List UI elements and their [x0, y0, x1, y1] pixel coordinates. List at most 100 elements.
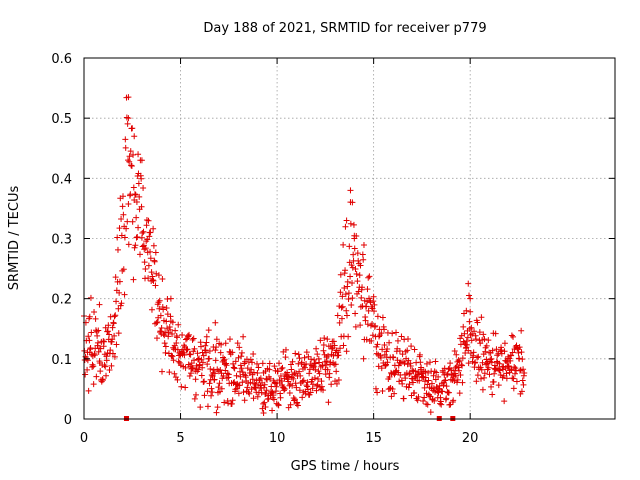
data-point: [405, 384, 412, 391]
data-point: [143, 216, 150, 223]
data-point: [402, 375, 409, 382]
data-point: [82, 371, 89, 378]
data-point: [106, 367, 113, 374]
data-point: [409, 367, 416, 374]
data-point: [339, 303, 346, 310]
data-point: [187, 351, 194, 358]
data-point: [492, 366, 499, 373]
data-point: [85, 387, 92, 394]
data-point: [225, 371, 232, 378]
data-point: [338, 304, 345, 311]
data-point: [416, 377, 423, 384]
data-point: [289, 382, 296, 389]
data-point: [90, 363, 97, 370]
data-point: [213, 344, 220, 351]
data-point: [101, 338, 108, 345]
data-point: [343, 312, 350, 319]
data-point: [263, 387, 270, 394]
data-point: [350, 251, 357, 258]
data-point: [162, 343, 169, 350]
data-point: [342, 291, 349, 298]
data-point: [210, 366, 217, 373]
data-point: [348, 262, 355, 269]
data-point: [143, 222, 150, 229]
data-point: [398, 333, 405, 340]
data-point: [208, 392, 215, 399]
data-point: [325, 352, 332, 359]
data-point: [190, 335, 197, 342]
data-point: [339, 293, 346, 300]
data-point: [91, 352, 98, 359]
data-point: [381, 326, 388, 333]
data-point: [179, 332, 186, 339]
data-point: [294, 402, 301, 409]
data-point: [103, 372, 110, 379]
data-point: [352, 310, 359, 317]
data-point: [212, 357, 219, 364]
data-point: [222, 340, 229, 347]
data-point: [513, 342, 520, 349]
data-point: [327, 359, 334, 366]
data-point: [328, 381, 335, 388]
data-point: [133, 198, 140, 205]
data-point: [261, 381, 268, 388]
data-point: [312, 360, 319, 367]
data-point: [290, 375, 297, 382]
data-point: [200, 379, 207, 386]
data-point: [114, 246, 121, 253]
data-point: [369, 332, 376, 339]
data-point: [147, 248, 154, 255]
data-point: [515, 349, 522, 356]
data-point: [303, 382, 310, 389]
data-point: [229, 397, 236, 404]
data-point: [363, 303, 370, 310]
data-point: [230, 380, 237, 387]
data-point: [150, 277, 157, 284]
data-point: [292, 350, 299, 357]
data-point: [194, 350, 201, 357]
data-point: [354, 278, 361, 285]
data-point: [311, 374, 318, 381]
data-point: [315, 376, 322, 383]
data-point: [337, 271, 344, 278]
data-point: [518, 349, 525, 356]
data-point: [130, 184, 137, 191]
data-point: [483, 361, 490, 368]
data-point: [125, 200, 132, 207]
data-point: [490, 378, 497, 385]
data-point: [340, 342, 347, 349]
data-point: [346, 243, 353, 250]
data-point: [158, 324, 165, 331]
data-point: [345, 333, 352, 340]
data-point: [432, 358, 439, 365]
data-point: [96, 301, 103, 308]
data-point: [378, 365, 385, 372]
data-point: [421, 394, 428, 401]
data-point: [230, 364, 237, 371]
data-point: [239, 369, 246, 376]
data-point: [112, 274, 119, 281]
data-point: [235, 354, 242, 361]
data-point: [120, 193, 127, 200]
data-point: [159, 368, 166, 375]
data-point: [318, 383, 325, 390]
data-point: [360, 256, 367, 263]
data-point: [174, 346, 181, 353]
data-point: [302, 390, 309, 397]
data-point: [337, 345, 344, 352]
data-point: [278, 365, 285, 372]
data-point: [230, 360, 237, 367]
data-point: [259, 360, 266, 367]
data-point: [238, 353, 245, 360]
data-point: [116, 278, 123, 285]
data-point: [131, 133, 138, 140]
data-point: [335, 376, 342, 383]
data-point: [254, 360, 261, 367]
data-point: [424, 401, 431, 408]
data-point: [381, 342, 388, 349]
data-point: [501, 348, 508, 355]
data-point: [320, 347, 327, 354]
data-point: [189, 336, 196, 343]
data-point: [130, 276, 137, 283]
data-point: [282, 346, 289, 353]
